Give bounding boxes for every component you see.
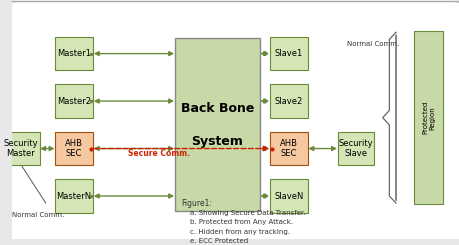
FancyBboxPatch shape [337,132,373,165]
FancyBboxPatch shape [269,85,307,118]
Text: SlaveN: SlaveN [274,192,303,200]
Text: AHB
SEC: AHB SEC [279,139,297,158]
Text: AHB
SEC: AHB SEC [65,139,83,158]
Text: Back Bone: Back Bone [180,102,253,115]
Text: Security
Slave: Security Slave [338,139,372,158]
Text: b. Protected from Any Attack.: b. Protected from Any Attack. [190,219,293,225]
FancyBboxPatch shape [174,38,259,211]
Text: Slave1: Slave1 [274,49,302,58]
Text: System: System [191,135,243,148]
Text: Slave2: Slave2 [274,97,302,106]
Text: Master1: Master1 [57,49,91,58]
FancyBboxPatch shape [269,132,307,165]
Text: Normal Comm.: Normal Comm. [12,212,64,218]
Text: Protected
Region: Protected Region [421,101,434,134]
FancyBboxPatch shape [55,85,93,118]
Text: c. Hidden from any tracking.: c. Hidden from any tracking. [190,229,290,235]
FancyBboxPatch shape [1,132,39,165]
Text: Security
Master: Security Master [3,139,38,158]
Text: Figure1:: Figure1: [181,199,212,208]
Text: Master2: Master2 [57,97,91,106]
FancyBboxPatch shape [55,179,93,213]
Text: e. ECC Protected: e. ECC Protected [190,238,248,244]
Text: MasterN: MasterN [56,192,91,200]
FancyBboxPatch shape [7,1,459,241]
FancyBboxPatch shape [269,37,307,70]
FancyBboxPatch shape [55,132,93,165]
Text: Normal Comm.: Normal Comm. [346,41,398,47]
FancyBboxPatch shape [269,179,307,213]
Text: a. Showing Secure Data Transfer.: a. Showing Secure Data Transfer. [190,210,305,216]
FancyBboxPatch shape [55,37,93,70]
FancyBboxPatch shape [413,31,442,204]
Text: Secure Comm.: Secure Comm. [128,149,190,158]
